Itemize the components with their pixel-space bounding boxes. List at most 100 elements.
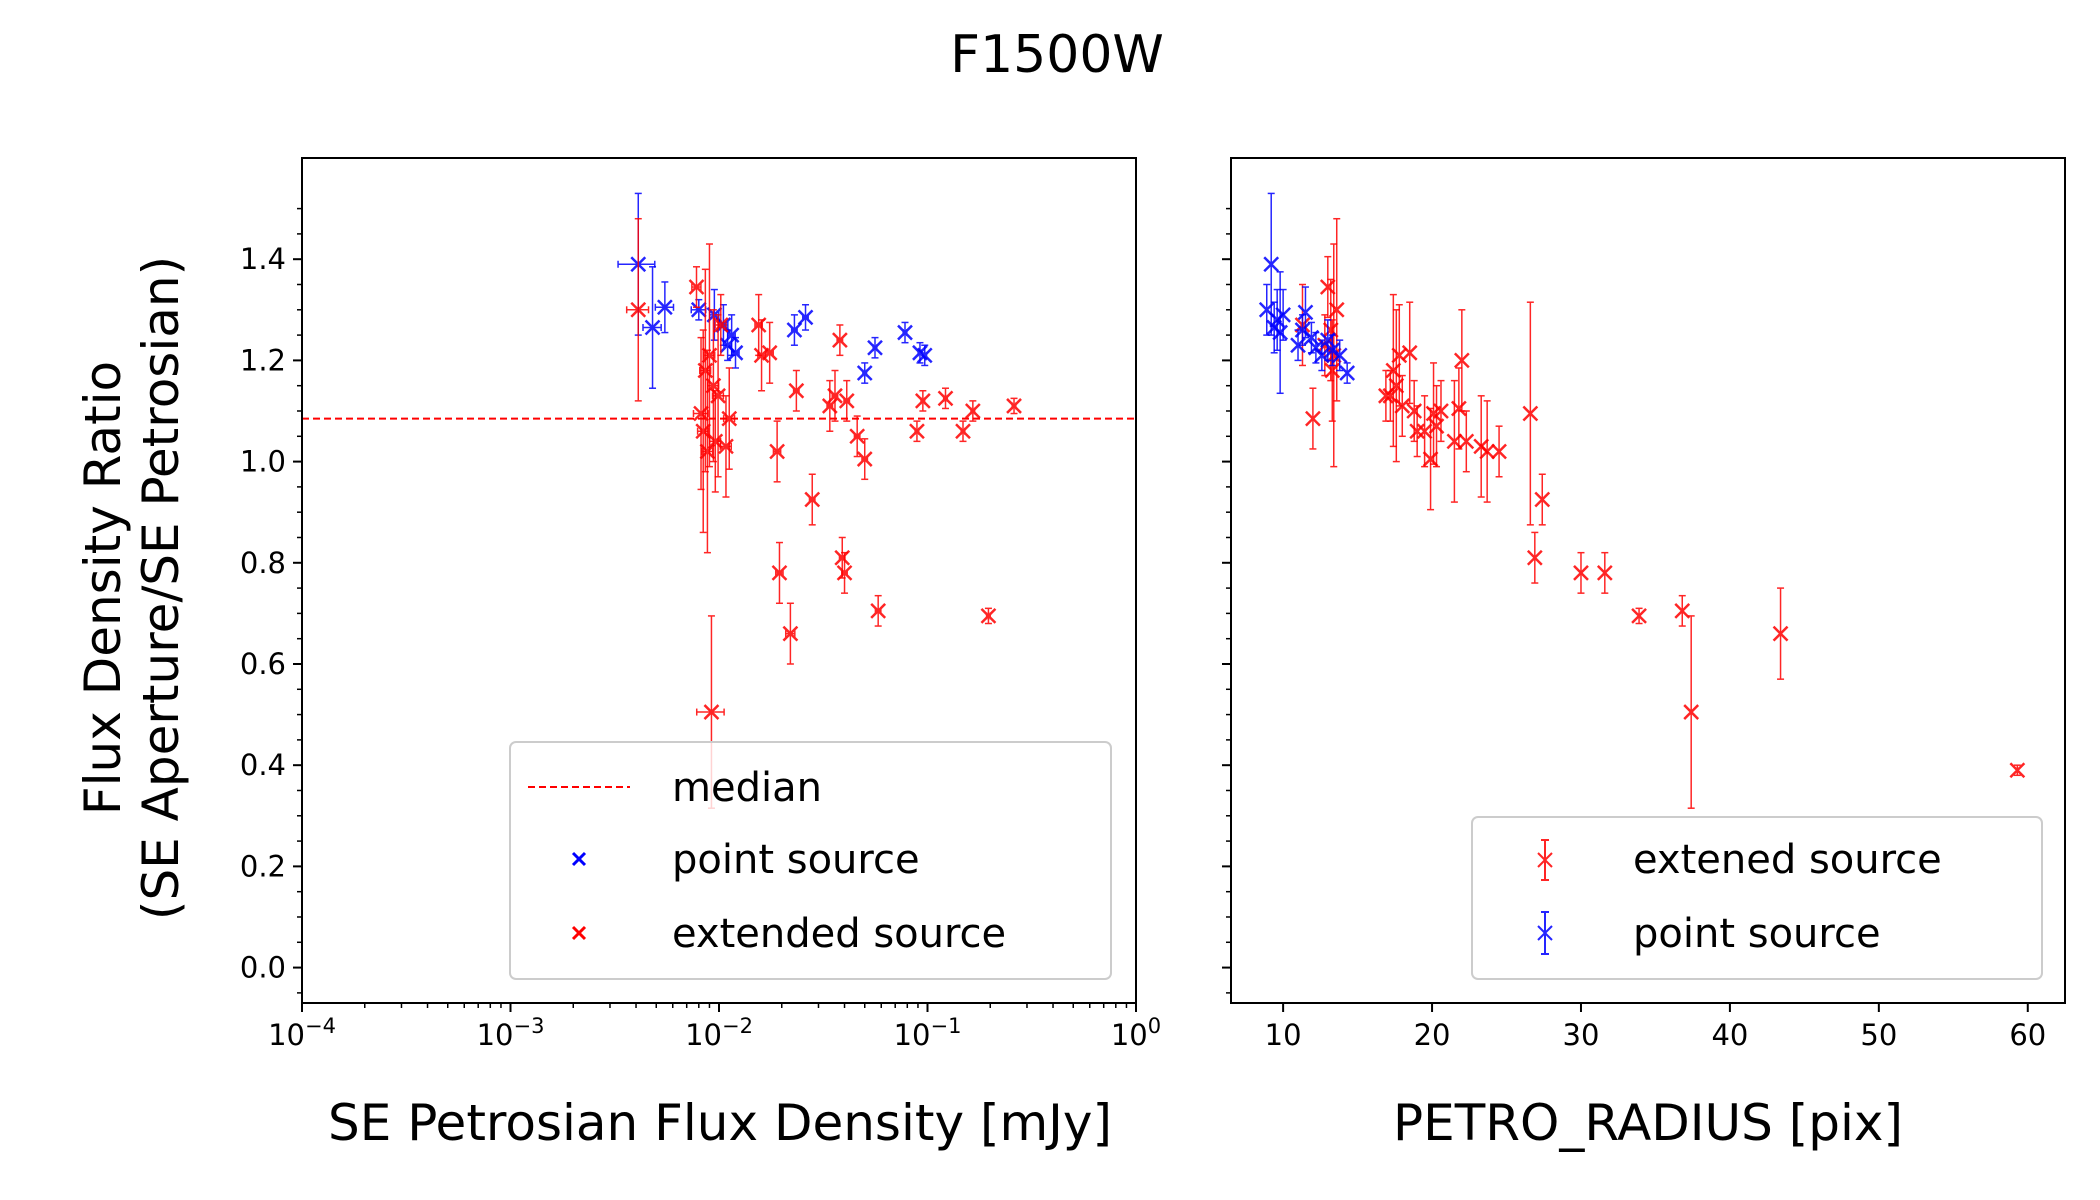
point-source-point xyxy=(1272,271,1289,395)
left-legend-box xyxy=(509,741,1112,980)
extended-source-point xyxy=(625,217,650,402)
left-x-axis-label: SE Petrosian Flux Density [mJy] xyxy=(328,1094,1112,1152)
y-tick-label: 0.4 xyxy=(240,748,286,782)
extened-source-point xyxy=(1631,607,1647,625)
left-x-tick-label: 10−4 xyxy=(268,1014,336,1052)
left-axes-frame xyxy=(301,157,1137,1004)
extended-source-point xyxy=(856,438,873,481)
legend-extended-source-label: extended source xyxy=(672,911,1006,957)
extended-source-point xyxy=(712,293,729,357)
extended-source-point xyxy=(838,379,855,422)
extended-source-point xyxy=(788,369,805,412)
point-source-point xyxy=(1331,339,1348,372)
extened-source-point xyxy=(1401,301,1418,405)
right-ticks: 10 20 30 40 50 60 xyxy=(1222,207,2046,1052)
legend-extened-source-label: extened source xyxy=(1633,837,1942,883)
extened-source-point xyxy=(1433,379,1449,443)
y-tick-label: 1.0 xyxy=(240,445,286,479)
point-source-point xyxy=(617,192,656,336)
right-points xyxy=(1258,192,2026,809)
y-tick-label: 1.4 xyxy=(240,242,286,276)
extened-source-point xyxy=(1458,410,1475,473)
point-source-point xyxy=(1324,334,1341,367)
extened-source-point xyxy=(1394,374,1411,438)
extended-source-point xyxy=(688,266,705,309)
right-x-tick-label: 50 xyxy=(1860,1018,1897,1052)
extened-source-point xyxy=(1409,405,1426,458)
y-axis-label: Flux Density Ratio (SE Aperture/SE Petro… xyxy=(74,256,190,920)
extened-source-point xyxy=(1388,309,1405,463)
point-source-point xyxy=(797,303,814,331)
y-axis-label-line2: (SE Aperture/SE Petrosian) xyxy=(132,256,190,920)
point-source-point xyxy=(1297,286,1314,339)
extened-source-point xyxy=(1382,369,1399,422)
point-source-point xyxy=(690,298,707,321)
extened-source-point xyxy=(1491,425,1507,478)
point-source-point xyxy=(1339,362,1356,384)
y-tick-label: 0.0 xyxy=(240,951,286,985)
extened-source-point xyxy=(1479,400,1496,503)
extended-source-point xyxy=(827,369,843,422)
right-panel: 10 20 30 40 50 60 PETRO_RADIUS [pix] extened … xyxy=(1222,157,2066,1152)
right-x-tick-label: 30 xyxy=(1563,1018,1600,1052)
right-x-tick-label: 20 xyxy=(1414,1018,1451,1052)
legend-point-source-label-right: point source xyxy=(1633,911,1881,957)
extended-source-point xyxy=(980,607,997,625)
point-source-point xyxy=(642,266,662,389)
figure-title: F1500W xyxy=(950,25,1164,85)
extended-source-point xyxy=(750,293,767,357)
right-axes-frame xyxy=(1230,157,2066,1004)
extened-source-point xyxy=(1319,255,1336,319)
legend-median-label: median xyxy=(672,765,822,811)
extended-source-point xyxy=(937,387,954,410)
extened-source-point xyxy=(1772,587,1789,680)
point-source-point xyxy=(867,336,883,359)
legend-extened-source-marker xyxy=(1537,839,1553,881)
extened-source-point xyxy=(1305,387,1321,450)
left-points xyxy=(617,192,1022,809)
point-source-point xyxy=(916,344,933,367)
extended-source-point xyxy=(914,390,931,412)
legend-point-source-marker-right xyxy=(1537,911,1553,955)
extened-source-point xyxy=(1683,615,1700,809)
left-panel: 0.0 0.2 0.4 0.6 0.8 1.0 1.2 1.4 10−4 10−3 10−2 10−1… xyxy=(240,157,1161,1152)
extended-source-point xyxy=(721,367,738,470)
point-source-point xyxy=(1263,192,1280,336)
extended-source-point xyxy=(718,395,734,498)
extended-source-point xyxy=(909,420,925,443)
extended-source-point xyxy=(964,400,981,422)
extened-source-point xyxy=(1674,594,1691,627)
point-source-point xyxy=(1275,288,1292,341)
point-source-point xyxy=(654,281,675,334)
y-axis-label-line1: Flux Density Ratio xyxy=(74,361,132,815)
point-source-point xyxy=(897,321,913,344)
right-x-tick-label: 40 xyxy=(1711,1018,1748,1052)
y-tick-label: 0.8 xyxy=(240,546,286,580)
point-source-point xyxy=(727,336,744,369)
right-x-tick-label: 60 xyxy=(2009,1018,2046,1052)
right-legend: extened source point source xyxy=(1471,816,2043,980)
extended-source-point xyxy=(761,321,778,384)
left-x-tick-label: 10−3 xyxy=(477,1014,545,1052)
right-x-axis-label: PETRO_RADIUS [pix] xyxy=(1393,1094,1903,1152)
extended-source-point xyxy=(836,551,853,594)
left-x-tick-label: 10−1 xyxy=(894,1014,962,1052)
left-x-tick-label: 100 xyxy=(1111,1014,1161,1052)
extended-source-point xyxy=(695,329,712,534)
extened-source-point xyxy=(1522,301,1539,526)
extened-source-point xyxy=(1596,551,1613,594)
point-source-point xyxy=(856,362,873,384)
right-x-tick-label: 10 xyxy=(1265,1018,1302,1052)
extened-source-point xyxy=(2009,762,2026,779)
extended-source-point xyxy=(804,473,821,526)
legend-extended-source-marker xyxy=(571,925,587,941)
extened-source-point xyxy=(1573,551,1589,594)
extened-source-point xyxy=(1534,473,1551,526)
extended-source-point xyxy=(832,324,848,357)
legend-point-source-marker xyxy=(571,851,587,867)
extened-source-point xyxy=(1526,531,1543,584)
extended-source-point xyxy=(771,541,788,605)
extened-source-point xyxy=(1453,309,1470,412)
right-legend-box xyxy=(1471,816,2043,980)
